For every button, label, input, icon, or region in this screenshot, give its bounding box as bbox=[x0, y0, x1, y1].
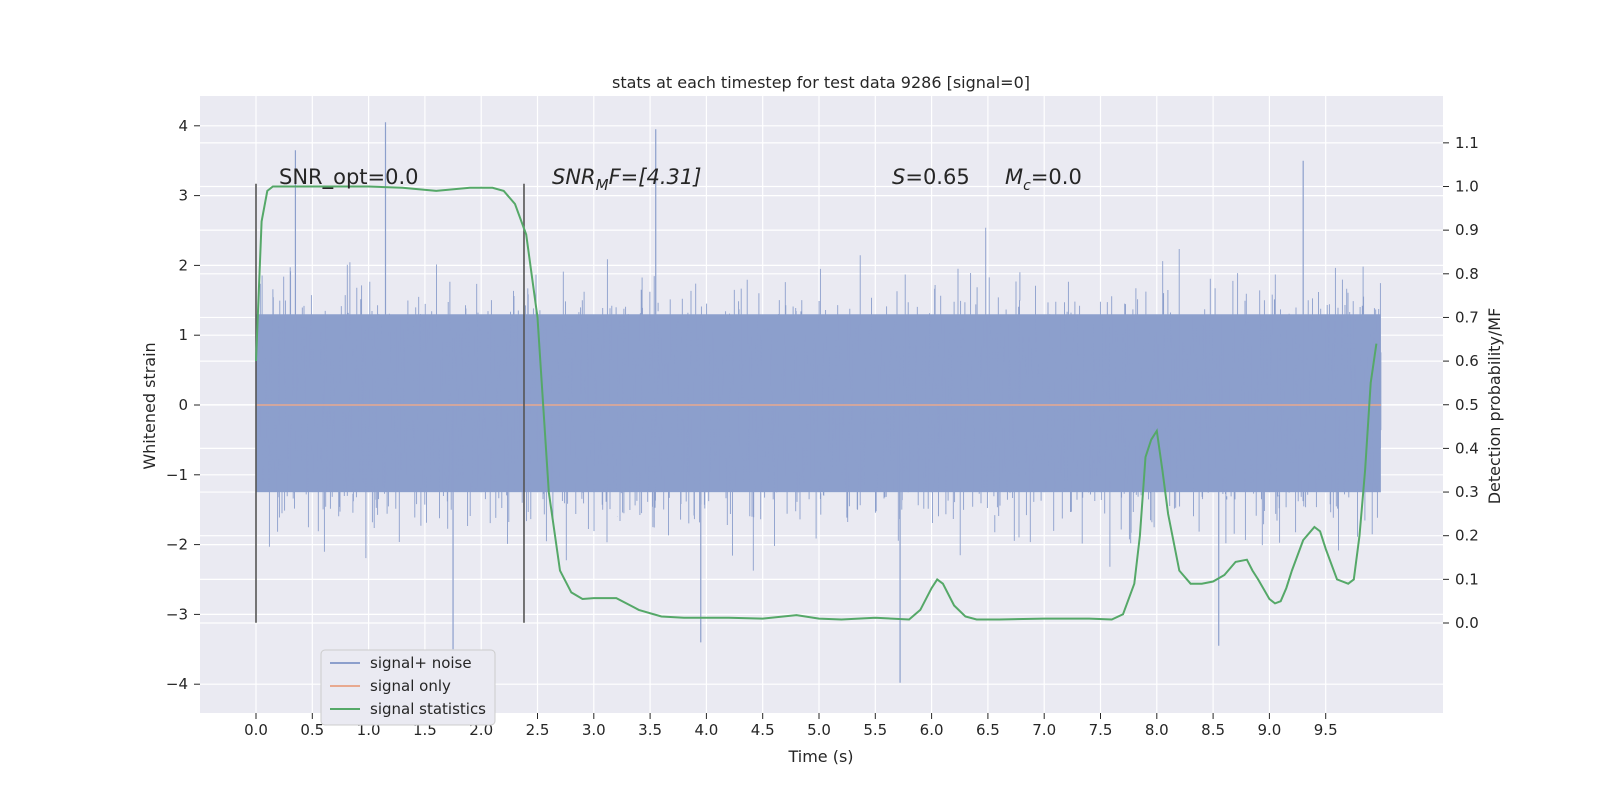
legend: signal+ noise signal only signal statist… bbox=[320, 649, 496, 726]
x-tick-label-14: 7.0 bbox=[1032, 721, 1056, 739]
y-right-tick-label-2: 0.9 bbox=[1455, 221, 1479, 239]
x-tick-label-7: 3.5 bbox=[638, 721, 662, 739]
x-tick-label-1: 0.5 bbox=[300, 721, 324, 739]
mc-value: =0.0 bbox=[1031, 165, 1082, 189]
y-right-tick-label-8: 0.3 bbox=[1455, 483, 1479, 501]
x-tick-label-15: 7.5 bbox=[1089, 721, 1113, 739]
series-signal-statistics bbox=[255, 185, 1378, 621]
x-tick-label-0: 0.0 bbox=[244, 721, 268, 739]
y-right-tick-label-0: 1.1 bbox=[1455, 134, 1479, 152]
y-right-tick-label-10: 0.1 bbox=[1455, 570, 1479, 588]
x-tick-label-12: 6.0 bbox=[920, 721, 944, 739]
y-tick-label-1: 3 bbox=[178, 187, 188, 205]
annotation-s: S=0.65 bbox=[892, 165, 970, 189]
y-right-tick-label-9: 0.2 bbox=[1455, 527, 1479, 545]
chart-title: stats at each timestep for test data 928… bbox=[612, 73, 1030, 92]
annotation-mc: Mc=0.0 bbox=[1005, 165, 1082, 194]
x-axis-label: Time (s) bbox=[787, 747, 853, 766]
y-right-tick-label-11: 0.0 bbox=[1455, 614, 1479, 632]
x-tick-label-9: 4.5 bbox=[751, 721, 775, 739]
y-right-tick-label-5: 0.6 bbox=[1455, 352, 1479, 370]
mc-subscript: c bbox=[1023, 178, 1031, 194]
y-right-tick-label-4: 0.7 bbox=[1455, 308, 1479, 326]
y-tick-label-7: −3 bbox=[166, 605, 188, 623]
mc-name: M bbox=[1005, 165, 1023, 189]
y-tick-label-3: 1 bbox=[178, 326, 188, 344]
signal-statistics-line bbox=[255, 185, 1378, 621]
y-axis-ticks: 4 3 2 1 0 −1 −2 −3 −4 bbox=[166, 117, 200, 693]
y-right-tick-label-7: 0.4 bbox=[1455, 439, 1479, 457]
x-tick-label-5: 2.5 bbox=[526, 721, 550, 739]
legend-box bbox=[320, 649, 496, 726]
snr-mf-rest: F=[4.31] bbox=[609, 165, 702, 189]
legend-label-signal-noise: signal+ noise bbox=[370, 654, 472, 672]
y-tick-label-0: 4 bbox=[178, 117, 188, 135]
y-axis-label: Whitened strain bbox=[140, 342, 159, 469]
y-right-tick-label-1: 1.0 bbox=[1455, 178, 1479, 196]
x-tick-label-18: 9.0 bbox=[1257, 721, 1281, 739]
s-name: S bbox=[892, 165, 905, 189]
x-tick-label-11: 5.5 bbox=[863, 721, 887, 739]
y-tick-label-2: 2 bbox=[178, 256, 188, 274]
x-tick-label-17: 8.5 bbox=[1201, 721, 1225, 739]
y-tick-label-8: −4 bbox=[166, 675, 188, 693]
annotation-snr-opt: SNR_opt=0.0 bbox=[279, 165, 419, 190]
x-tick-label-13: 6.5 bbox=[976, 721, 1000, 739]
vertical-markers bbox=[255, 183, 525, 623]
x-tick-label-16: 8.0 bbox=[1145, 721, 1169, 739]
y-right-tick-label-3: 0.8 bbox=[1455, 265, 1479, 283]
y-tick-label-4: 0 bbox=[178, 396, 188, 414]
y-tick-label-6: −2 bbox=[166, 536, 188, 554]
x-tick-label-19: 9.5 bbox=[1314, 721, 1338, 739]
legend-label-signal-only: signal only bbox=[370, 677, 451, 695]
x-tick-label-6: 3.0 bbox=[582, 721, 606, 739]
snr-mf-subscript: M bbox=[596, 176, 609, 194]
y-right-axis-ticks: 1.1 1.0 0.9 0.8 0.7 0.6 0.5 0.4 0.3 0.2 0.1 0.0 bbox=[1443, 134, 1479, 632]
x-tick-label-10: 5.0 bbox=[807, 721, 831, 739]
x-tick-label-8: 4.0 bbox=[694, 721, 718, 739]
legend-label-signal-statistics: signal statistics bbox=[370, 700, 486, 718]
series-signal-noise bbox=[255, 122, 1382, 683]
s-value: =0.65 bbox=[905, 165, 969, 189]
annotation-snr-mf: SNRMF=[4.31] bbox=[552, 165, 701, 194]
snr-mf-name: SNR bbox=[552, 165, 596, 189]
y-right-axis-label: Detection probability/MF bbox=[1485, 308, 1504, 505]
y-tick-label-5: −1 bbox=[166, 466, 188, 484]
y-right-tick-label-6: 0.5 bbox=[1455, 396, 1479, 414]
